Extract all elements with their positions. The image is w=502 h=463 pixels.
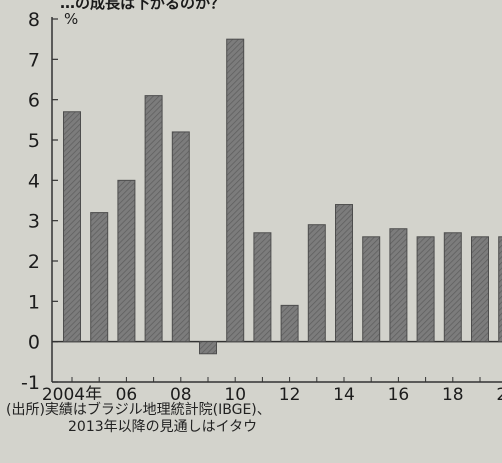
bar-2005 [90,212,109,343]
x-tick-label: 18 [442,385,464,400]
y-tick-label: 3 [28,211,40,233]
bar-2020 [498,236,502,343]
source-note-line1: (出所)実績はブラジル地理統計院(IBGE)、 [6,402,271,418]
bar-2015 [362,236,381,343]
x-tick-label: 2004年 [42,385,102,400]
y-tick-label: 5 [28,130,40,152]
bar-2009 [199,341,217,355]
x-tick-label: 10 [224,385,246,400]
bar-2010 [226,38,245,343]
bar-2017 [416,236,435,343]
y-tick-label: 8 [28,9,40,31]
chart-title-fragment: …の成長は下がるのか？ [60,0,226,12]
x-tick-label: 16 [388,385,410,400]
x-tick-label: 08 [170,385,192,400]
bar-2008 [171,131,190,343]
bar-2012 [280,304,299,343]
source-note: (出所)実績はブラジル地理統計院(IBGE)、 2013年以降の見通しはイタウ [6,402,271,436]
bar-2004 [63,111,81,343]
bar-2007 [144,95,163,343]
y-tick-label: 1 [28,291,40,313]
y-tick-label: -1 [21,372,40,394]
y-tick-label: 6 [28,90,40,112]
x-tick-label: 20 [496,385,502,400]
y-tick-label: 2 [28,251,40,273]
bar-2018 [443,232,462,343]
x-tick-label: 12 [279,385,301,400]
bar-2016 [389,228,408,343]
bar-2019 [471,236,489,343]
x-tick-label: 06 [116,385,138,400]
y-axis-unit-label: % [64,10,78,28]
bar-2011 [253,232,272,343]
bar-2013 [307,224,326,343]
y-tick-label: 0 [28,332,40,354]
y-tick-label: 4 [28,170,40,192]
bar-2014 [335,204,353,343]
bar-2006 [117,179,136,343]
x-tick-label: 14 [333,385,355,400]
y-tick-label: 7 [28,49,40,71]
source-note-line2: 2013年以降の見通しはイタウ [68,419,258,435]
